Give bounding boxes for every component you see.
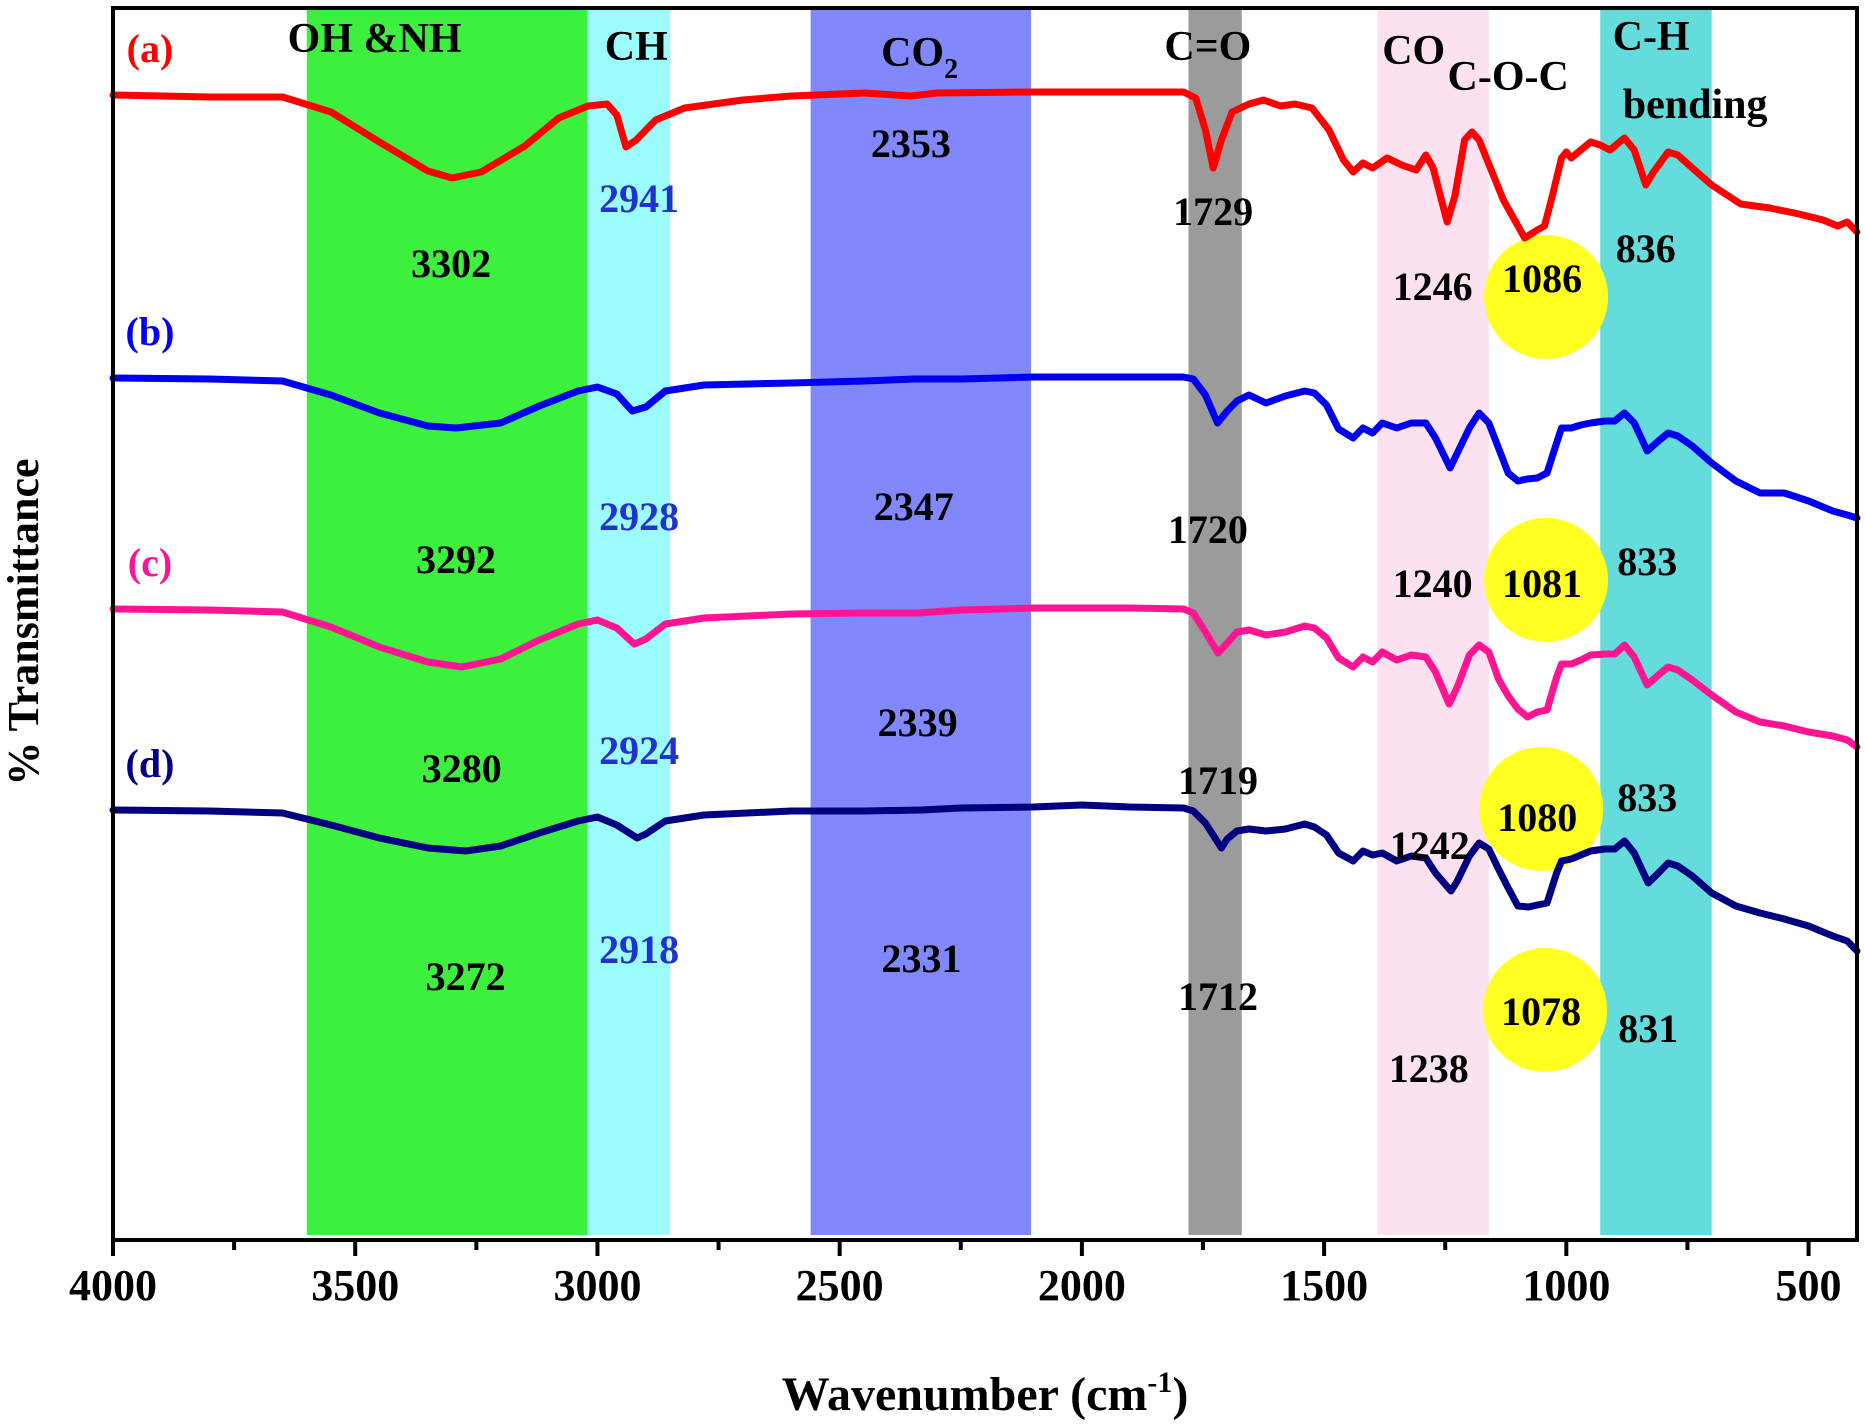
x-tick-label-3000: 3000 <box>553 1261 641 1310</box>
peak-label-2: 2353 <box>871 121 951 166</box>
series-line-2 <box>109 604 1861 751</box>
band-label-text-0: OH &NH <box>288 16 462 62</box>
highlight-circle-26 <box>1483 948 1608 1072</box>
peak-label-13: 833 <box>1617 539 1677 584</box>
x-tick-label-2500: 2500 <box>796 1261 884 1310</box>
peak-label-18: 1242 <box>1390 823 1470 868</box>
peak-label-27: 831 <box>1618 1006 1678 1051</box>
series-layer <box>109 88 1861 955</box>
band-label-4: CO <box>1382 28 1445 74</box>
peak-label-22: 2918 <box>599 927 679 972</box>
band-5 <box>1600 8 1712 1235</box>
band-2 <box>810 8 1032 1235</box>
band-label-text-4: CO <box>1382 28 1445 74</box>
band-label-line2-5: bending <box>1623 82 1768 128</box>
highlight-circle-5 <box>1484 235 1609 359</box>
y-axis-label: % Transmittance <box>0 458 48 785</box>
series-label-2: (c) <box>128 540 172 585</box>
peak-label-10: 1720 <box>1168 507 1248 552</box>
series-line-0 <box>109 88 1861 242</box>
highlight-circle-12 <box>1484 518 1609 642</box>
band-label-text-5: C-H <box>1613 14 1690 60</box>
x-axis-label-superscript: -1 <box>1147 1366 1172 1399</box>
x-tick-label-2000: 2000 <box>1038 1261 1126 1310</box>
band-label-subscript-2: 2 <box>944 54 958 85</box>
peak-label-9: 2347 <box>874 484 954 529</box>
series-label-0: (a) <box>127 26 174 71</box>
band-label-0: OH &NH <box>288 16 462 62</box>
series-line-3 <box>109 801 1861 955</box>
peak-label-15: 2924 <box>599 728 679 773</box>
peak-label-16: 2339 <box>878 700 958 745</box>
highlight-circle-19 <box>1479 747 1604 871</box>
peak-label-8: 2928 <box>599 494 679 539</box>
x-axis-label: Wavenumber (cm-1) <box>782 1366 1189 1421</box>
peak-label-0: 3302 <box>411 241 491 286</box>
x-tick-label-1000: 1000 <box>1522 1261 1610 1310</box>
peak-label-25: 1238 <box>1389 1046 1469 1091</box>
peak-label-12: 1081 <box>1502 561 1582 606</box>
peak-label-14: 3280 <box>422 746 502 791</box>
band-label-5: C-H <box>1613 14 1690 60</box>
region-label-0: C-O-C <box>1448 54 1569 100</box>
peak-label-24: 1712 <box>1178 974 1258 1019</box>
label-layer: OH &NH CH CO2 C=O CO C-HbendingC-O-C(a)(b)(c)… <box>126 14 1768 1091</box>
band-label-text-2: CO <box>881 30 944 76</box>
band-label-3: C=O <box>1164 24 1251 70</box>
x-axis-label-close: ) <box>1172 1368 1188 1421</box>
peak-label-23: 2331 <box>882 936 962 981</box>
peak-label-19: 1080 <box>1497 795 1577 840</box>
band-label-2: CO2 <box>881 30 958 85</box>
x-tick-label-500: 500 <box>1776 1261 1842 1310</box>
axes-layer: 4000 3500 3000 2500 2000 1500 1000 500 <box>69 6 1859 1310</box>
peak-label-5: 1086 <box>1502 256 1582 301</box>
peak-label-21: 3272 <box>426 954 506 999</box>
peak-label-11: 1240 <box>1393 561 1473 606</box>
band-label-text-3: C=O <box>1164 24 1251 70</box>
peak-label-6: 836 <box>1616 226 1676 271</box>
plot-frame <box>111 6 1859 1242</box>
series-line-1 <box>109 373 1861 522</box>
x-axis-label-text: Wavenumber (cm <box>782 1368 1148 1421</box>
peak-label-17: 1719 <box>1178 758 1258 803</box>
series-label-1: (b) <box>126 309 175 354</box>
band-4 <box>1377 8 1489 1235</box>
band-label-text-1: CH <box>605 24 668 70</box>
peak-label-7: 3292 <box>416 537 496 582</box>
peak-label-20: 833 <box>1617 775 1677 820</box>
x-tick-label-3500: 3500 <box>311 1261 399 1310</box>
x-tick-label-1500: 1500 <box>1280 1261 1368 1310</box>
peak-label-3: 1729 <box>1173 189 1253 234</box>
x-tick-label-4000: 4000 <box>69 1261 157 1310</box>
peak-label-4: 1246 <box>1393 264 1473 309</box>
band-label-1: CH <box>605 24 668 70</box>
peak-label-1: 2941 <box>599 176 679 221</box>
series-label-3: (d) <box>126 741 175 786</box>
highlight-layer <box>1479 235 1609 1072</box>
band-layer <box>306 8 1712 1235</box>
peak-label-26: 1078 <box>1501 989 1581 1034</box>
band-0 <box>306 8 588 1235</box>
